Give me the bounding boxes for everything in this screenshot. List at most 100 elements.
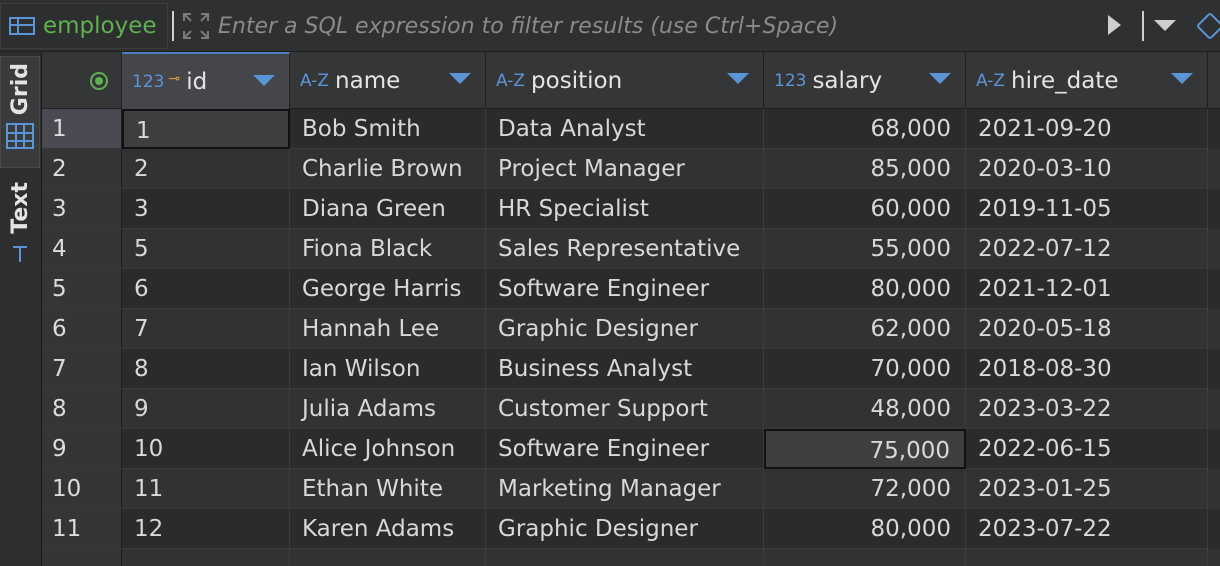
cell-hire-date[interactable]: 2018-08-30 [966,349,1208,389]
table-row[interactable]: 3 3 Diana Green HR Specialist 60,000 2019-11-… [42,189,1220,229]
cell-position[interactable]: Software Engineer [486,429,764,469]
cell-position[interactable]: Data Analyst [486,109,764,149]
table-icon [9,17,35,35]
cell-salary[interactable]: 75,000 [764,429,966,469]
cell-hire-date[interactable]: 2019-11-05 [966,189,1208,229]
filter-history-button[interactable] [1146,8,1184,44]
apply-filter-icon[interactable] [1108,15,1121,35]
row-number[interactable]: 7 [42,349,122,389]
cell-id[interactable]: 10 [122,429,290,469]
cell-position[interactable]: Graphic Designer [486,509,764,549]
cell-position[interactable]: Customer Support [486,389,764,429]
cell-salary[interactable]: 80,000 [764,509,966,549]
cell-name[interactable]: Julia Adams [290,389,486,429]
row-number[interactable]: 11 [42,509,122,549]
column-header-hire-date[interactable]: A-Z hire_date [966,52,1208,109]
sort-filter-icon[interactable] [253,75,275,86]
row-number-header[interactable] [42,52,122,109]
cell-name[interactable]: George Harris [290,269,486,309]
row-number[interactable]: 8 [42,389,122,429]
table-row[interactable]: 11 12 Karen Adams Graphic Designer 80,000 202… [42,509,1220,549]
cell-position[interactable]: Sales Representative [486,229,764,269]
table-row[interactable]: 4 5 Fiona Black Sales Representative 55,000 2… [42,229,1220,269]
cell-salary[interactable]: 62,000 [764,309,966,349]
cell-id[interactable]: 9 [122,389,290,429]
tab-grid[interactable]: Grid [0,56,40,168]
cell-id[interactable]: 8 [122,349,290,389]
cell-name[interactable]: Fiona Black [290,229,486,269]
cell-id[interactable]: 1 [122,109,290,149]
row-number[interactable]: 5 [42,269,122,309]
table-row[interactable]: 5 6 George Harris Software Engineer 80,000 20… [42,269,1220,309]
cell-salary[interactable]: 68,000 [764,109,966,149]
cell-salary[interactable]: 60,000 [764,189,966,229]
cell-hire-date[interactable]: 2022-07-12 [966,229,1208,269]
column-header-salary[interactable]: 123 salary [764,52,966,109]
cell-salary[interactable]: 85,000 [764,149,966,189]
empty-row [42,549,1220,566]
table-row[interactable]: 10 11 Ethan White Marketing Manager 72,000 20… [42,469,1220,509]
table-row[interactable]: 8 9 Julia Adams Customer Support 48,000 2023-… [42,389,1220,429]
sort-filter-icon[interactable] [929,73,951,84]
cell-hire-date[interactable]: 2021-09-20 [966,109,1208,149]
cell-hire-date[interactable]: 2023-07-22 [966,509,1208,549]
column-header-id[interactable]: 123 ⊸ id [122,52,290,109]
expand-icon[interactable] [182,12,210,40]
cell-hire-date[interactable]: 2023-03-22 [966,389,1208,429]
cell-id[interactable]: 7 [122,309,290,349]
cell-salary[interactable]: 48,000 [764,389,966,429]
tab-text[interactable]: Text [0,176,40,276]
cell-position[interactable]: Graphic Designer [486,309,764,349]
table-row[interactable]: 6 7 Hannah Lee Graphic Designer 62,000 2020-0… [42,309,1220,349]
row-number[interactable]: 10 [42,469,122,509]
row-number[interactable]: 1 [42,109,122,149]
cell-name[interactable]: Charlie Brown [290,149,486,189]
table-row[interactable]: 9 10 Alice Johnson Software Engineer 75,000 2… [42,429,1220,469]
cell-name[interactable]: Hannah Lee [290,309,486,349]
cell-hire-date[interactable]: 2020-05-18 [966,309,1208,349]
cell-salary[interactable]: 55,000 [764,229,966,269]
cell-id[interactable]: 12 [122,509,290,549]
cell-name[interactable]: Diana Green [290,189,486,229]
filter-input[interactable] [218,8,1098,44]
cell-hire-date[interactable]: 2020-03-10 [966,149,1208,189]
cell-position[interactable]: Business Analyst [486,349,764,389]
row-number[interactable]: 4 [42,229,122,269]
table-name: employee [43,13,157,39]
cell-id[interactable]: 6 [122,269,290,309]
cell-name[interactable]: Ethan White [290,469,486,509]
cell-salary[interactable]: 72,000 [764,469,966,509]
cell-name[interactable]: Karen Adams [290,509,486,549]
cell-salary[interactable]: 80,000 [764,269,966,309]
column-header-position[interactable]: A-Z position [486,52,764,109]
cell-position[interactable]: Project Manager [486,149,764,189]
cell-position[interactable]: Software Engineer [486,269,764,309]
cell-name[interactable]: Alice Johnson [290,429,486,469]
cell-id[interactable]: 11 [122,469,290,509]
cell-name[interactable]: Bob Smith [290,109,486,149]
table-row[interactable]: 2 2 Charlie Brown Project Manager 85,000 2020… [42,149,1220,189]
sort-filter-icon[interactable] [727,73,749,84]
cell-name[interactable]: Ian Wilson [290,349,486,389]
sort-filter-icon[interactable] [449,73,471,84]
row-number[interactable]: 9 [42,429,122,469]
cell-id[interactable]: 2 [122,149,290,189]
eraser-icon[interactable] [1195,11,1220,41]
row-number[interactable]: 3 [42,189,122,229]
cell-position[interactable]: Marketing Manager [486,469,764,509]
row-number[interactable]: 2 [42,149,122,189]
cell-hire-date[interactable]: 2022-06-15 [966,429,1208,469]
table-row[interactable]: 7 8 Ian Wilson Business Analyst 70,000 2018-0… [42,349,1220,389]
cell-id[interactable]: 5 [122,229,290,269]
row-number[interactable]: 6 [42,309,122,349]
cell-hire-date[interactable]: 2021-12-01 [966,269,1208,309]
cell-salary[interactable]: 70,000 [764,349,966,389]
table-row[interactable]: 1 1 Bob Smith Data Analyst 68,000 2021-09-20 [42,109,1220,149]
cell-id[interactable]: 3 [122,189,290,229]
table-name-panel[interactable]: employee [0,3,168,49]
cell-position[interactable]: HR Specialist [486,189,764,229]
sort-filter-icon[interactable] [1171,73,1193,84]
cell-hire-date[interactable]: 2023-01-25 [966,469,1208,509]
column-header-name[interactable]: A-Z name [290,52,486,109]
filter-toolbar: employee [0,0,1220,52]
